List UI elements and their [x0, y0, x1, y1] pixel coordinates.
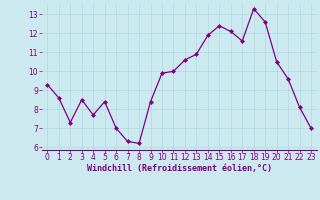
X-axis label: Windchill (Refroidissement éolien,°C): Windchill (Refroidissement éolien,°C) — [87, 164, 272, 173]
